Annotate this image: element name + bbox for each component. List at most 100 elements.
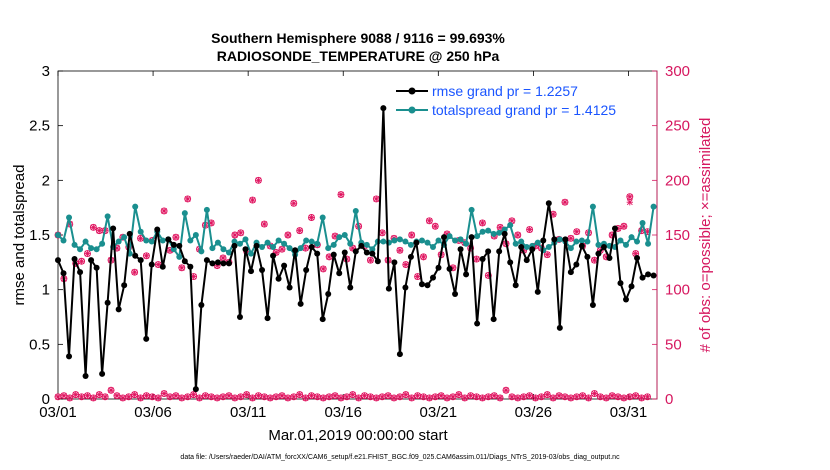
rmse-point [220,260,227,267]
obs-assimilated-marker [143,392,150,399]
obs-assimilated-marker [225,392,233,399]
y-right-tick-label: 0 [665,391,673,408]
rmse-point [181,258,188,265]
x-tick-label: 03/26 [515,404,553,421]
totalspread-point [634,238,641,245]
obs-assimilated-marker [284,394,292,402]
rmse-point [385,285,392,292]
obs-assimilated-marker [644,393,651,401]
rmse-point [286,284,293,291]
rmse-point [650,272,657,279]
obs-assimilated-marker [231,394,239,402]
totalspread-point [303,237,310,244]
obs-assimilated-marker [337,191,345,198]
obs-assimilated-marker [54,393,62,401]
totalspread-point [148,238,155,245]
totalspread-point [341,232,348,238]
obs-assimilated-marker [172,233,180,241]
obs-assimilated-marker [231,231,239,239]
obs-assimilated-marker [473,255,480,263]
obs-assimilated-marker [373,195,380,203]
obs-assimilated-marker [119,394,127,402]
obs-assimilated-marker [349,391,356,398]
rmse-point [231,242,238,249]
rmse-point [374,258,381,265]
obs-assimilated-marker [479,219,486,227]
totalspread-point [396,236,403,243]
obs-assimilated-marker [561,199,569,206]
chart-title-line1: Southern Hemisphere 9088 / 9116 = 99.693… [211,30,505,46]
chart-title-line2: RADIOSONDE_TEMPERATURE @ 250 hPa [217,48,500,64]
y-axis-left: 0 0.5 1 1.5 2 2.5 3 [29,63,63,408]
totalspread-point [159,237,166,244]
obs-assimilated-marker [591,256,598,264]
rmse-point [507,259,514,266]
rmse-point [77,269,84,276]
obs-assimilated-marker [160,207,168,215]
rmse-point [203,257,210,264]
obs-assimilated-marker [72,391,79,398]
y-left-tick-label: 3 [42,63,50,80]
x-axis-label: Mar.01,2019 00:00:00 start [268,427,448,444]
totalspread-point [435,237,442,244]
totalspread-point [573,238,580,245]
rmse-point [71,256,78,263]
totalspread-point [225,249,232,256]
obs-assimilated-marker [626,199,634,206]
rmse-point [545,200,552,207]
obs-assimilated-marker [432,393,439,401]
obs-assimilated-marker [272,393,280,401]
totalspread-point [523,244,530,251]
rmse-point [88,257,95,264]
obs-assimilated-marker [555,392,563,399]
rmse-point [341,249,348,256]
y-axis-left-label: rmse and totalspread [11,165,28,306]
plot-area [57,70,658,400]
rmse-point [584,253,591,260]
totalspread-point [236,240,243,247]
obs-assimilated-marker [414,392,421,399]
totalspread-point [209,245,216,252]
obs-assimilated-marker [355,394,362,402]
rmse-point [634,254,641,261]
obs-assimilated-marker [526,392,533,399]
x-tick-label: 03/16 [324,404,362,421]
obs-assimilated-marker [597,393,604,401]
totalspread-point [650,203,657,210]
totalspread-point [170,246,177,253]
totalspread-point [121,234,128,241]
obs-assimilated-marker [290,200,297,207]
totalspread-point [556,236,563,243]
rmse-point [225,260,232,267]
rmse-point [512,282,519,289]
obs-assimilated-marker [284,231,292,239]
totalspread-point [446,233,453,240]
obs-assimilated-marker [196,394,203,402]
totalspread-point [99,240,106,247]
rmse-point [292,247,299,254]
rmse-point [551,236,558,243]
obs-assimilated-marker [620,223,628,230]
obs-assimilated-marker [137,394,144,402]
obs-assimilated-marker [237,393,244,401]
obs-assimilated-marker [308,214,315,221]
rmse-point [352,248,359,255]
rmse-point [121,282,128,289]
rmse-point [518,244,525,251]
rmse-point [578,242,585,249]
rmse-point [99,370,106,377]
obs-assimilated-marker [496,394,504,402]
obs-assimilated-marker [155,394,162,402]
obs-assimilated-marker [149,393,156,401]
rmse-point [562,236,569,243]
totalspread-point [463,240,470,247]
totalspread-point [507,222,514,229]
rmse-point [617,280,624,287]
rmse-point [115,306,122,313]
footer-data-file: data file: /Users/raeder/DAI/ATM_forcXX/… [180,454,620,461]
obs-assimilated-marker [267,394,274,402]
obs-assimilated-marker [66,394,73,402]
totalspread-point [639,219,646,226]
y-axis-right: 0 50 100 150 200 250 300 [652,63,690,408]
totalspread-point [214,239,221,246]
